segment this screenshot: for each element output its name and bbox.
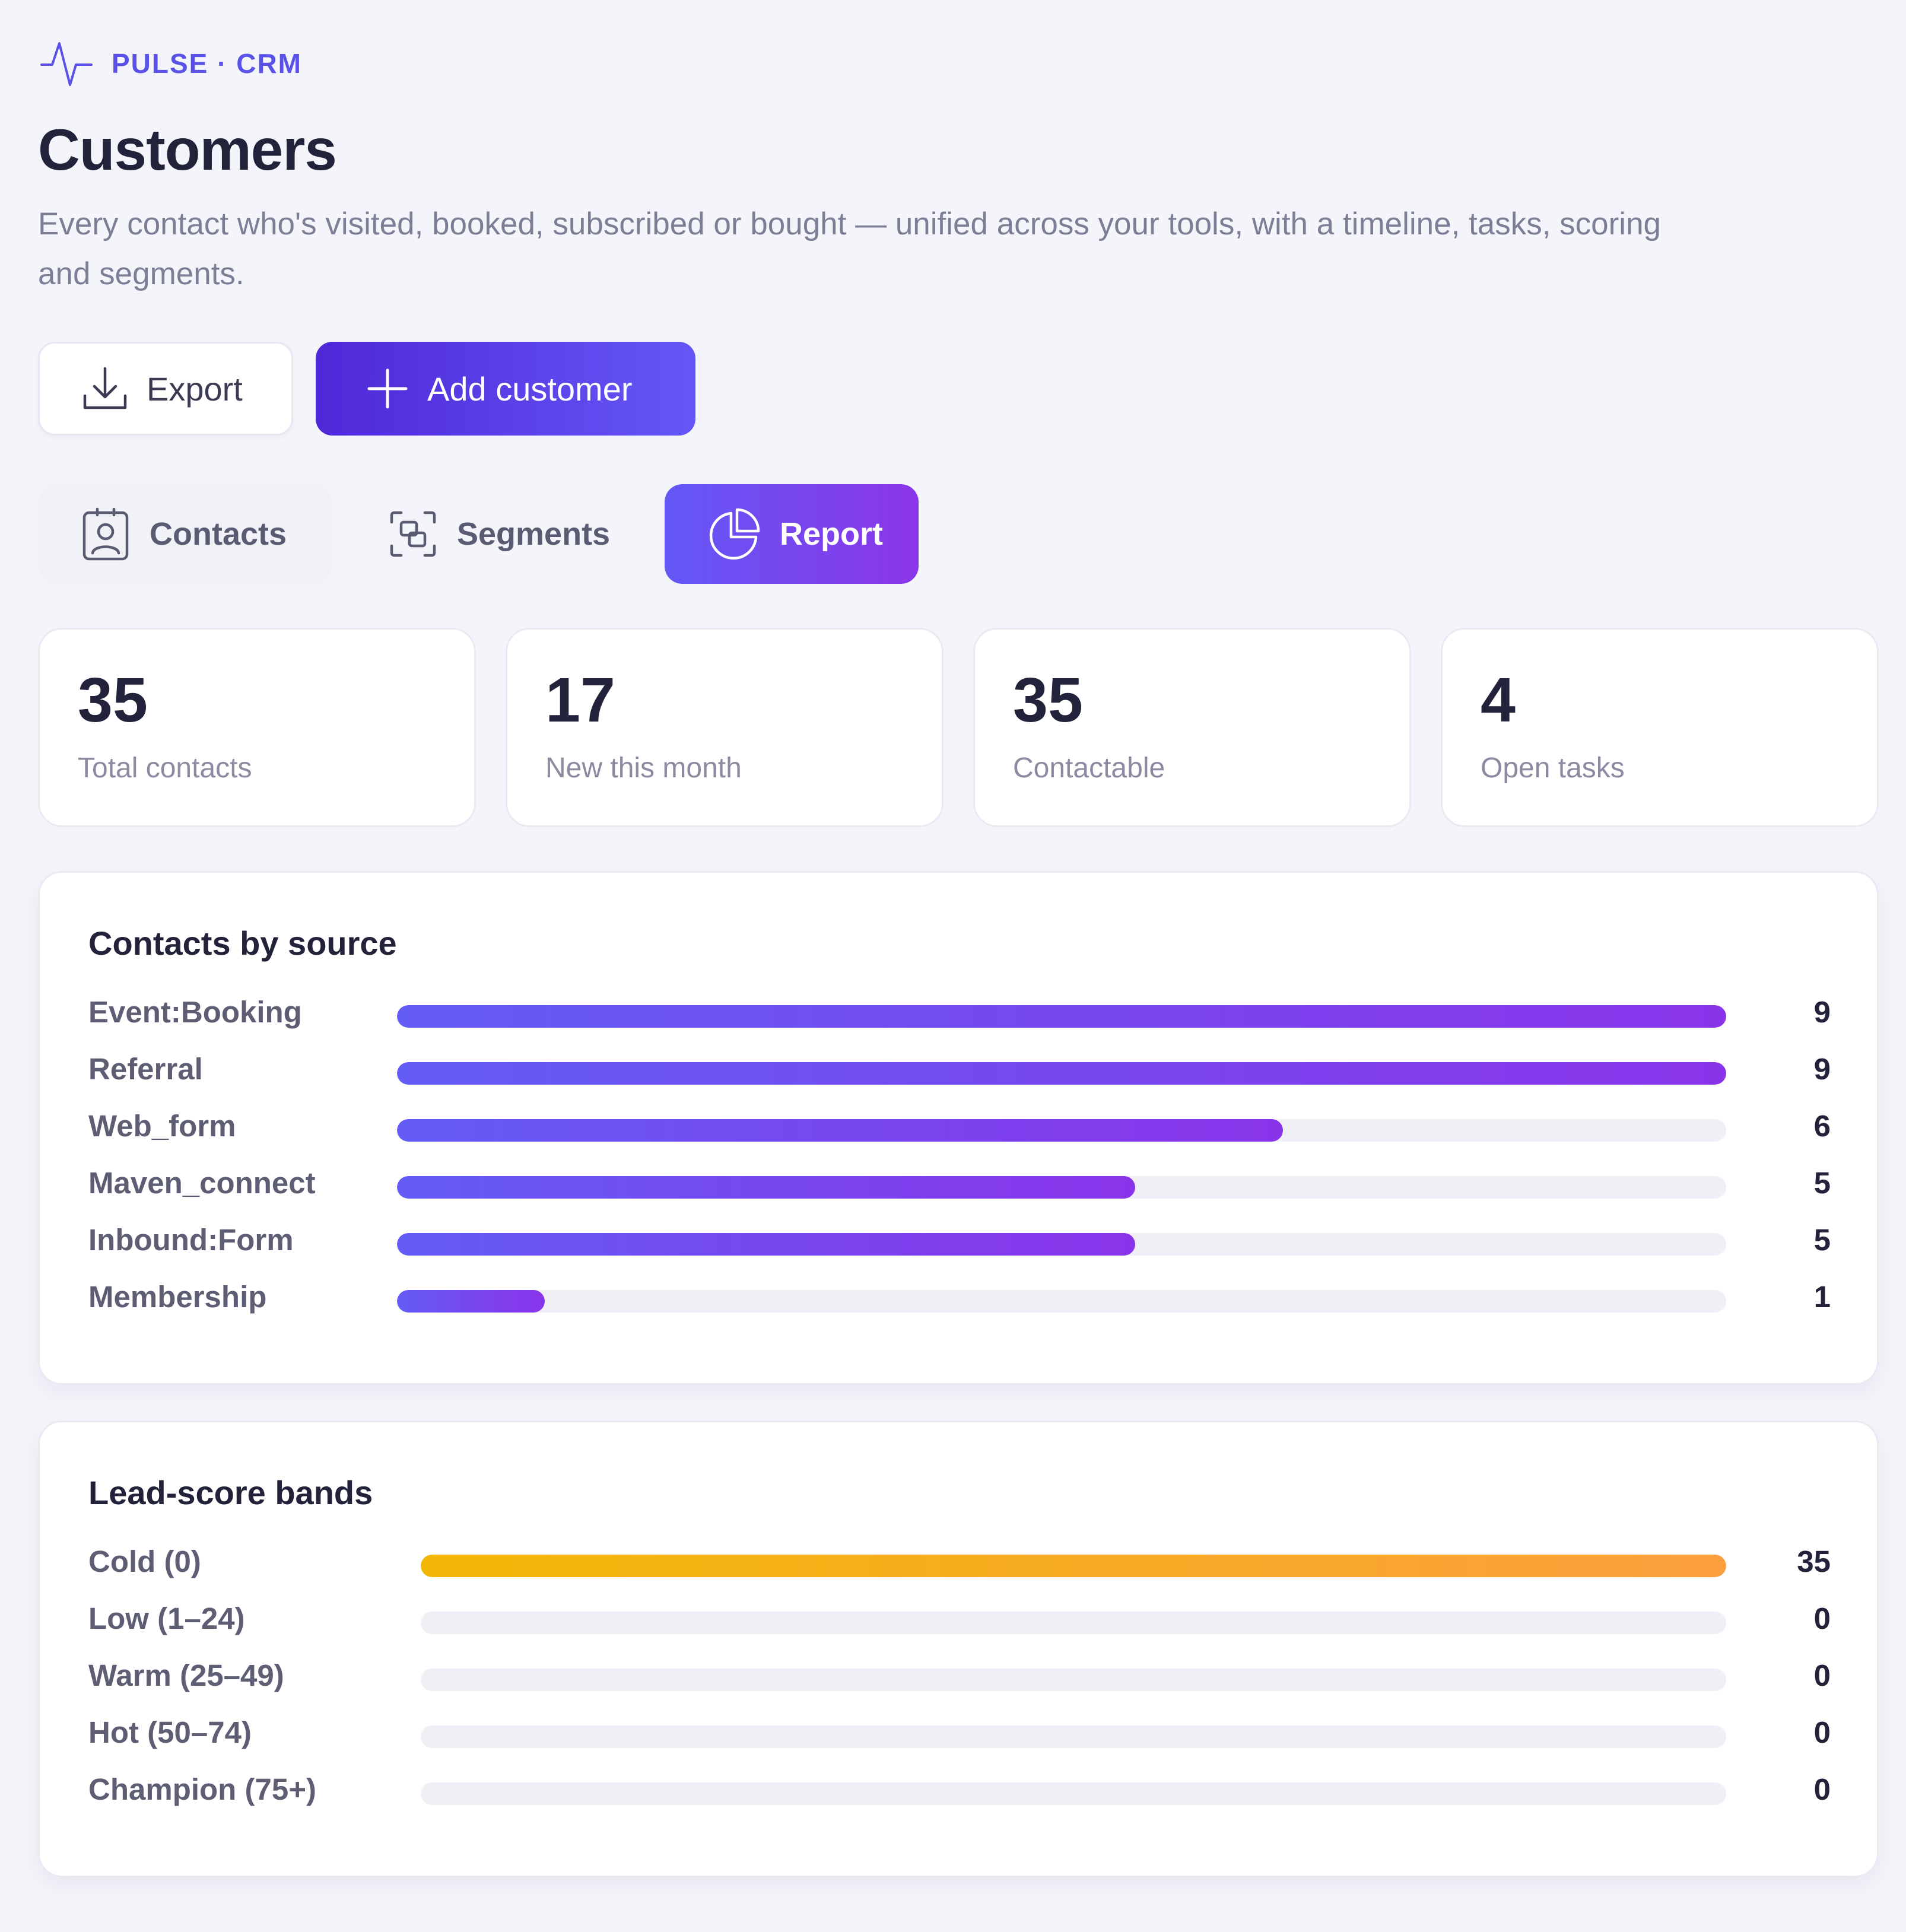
bar-value: 9 [1813,1052,1831,1086]
lead-score-bands-panel: Lead-score bands Cold (0) 35 Low (1–24) 0 Wa… [38,1421,1879,1877]
tab-report-label: Report [780,516,883,552]
bar-value: 0 [1813,1658,1831,1692]
bar-row: Low (1–24) 0 [40,1598,1877,1639]
bar-track [397,1005,1726,1028]
add-customer-button-label: Add customer [427,370,633,408]
brand[interactable]: PULSE · CRM [39,37,302,90]
stat-label: New this month [545,752,742,784]
bar-track [397,1176,1726,1199]
bar-row: Event:Booking 9 [40,992,1877,1033]
bar-row: Inbound:Form 5 [40,1219,1877,1261]
bar-row: Referral 9 [40,1048,1877,1090]
bar-track [421,1782,1726,1805]
bar [397,1119,1284,1142]
bar [397,1290,545,1313]
bar-label: Membership [88,1280,267,1314]
stat-card-new-this-month: 17 New this month [506,628,944,827]
bar-track [397,1233,1726,1256]
tab-contacts[interactable]: Contacts [38,484,332,584]
stat-card-open-tasks: 4 Open tasks [1441,628,1879,827]
bar [421,1555,1726,1577]
bar-value: 0 [1813,1601,1831,1635]
bar-track [397,1119,1726,1142]
lead-score-bands-title: Lead-score bands [88,1474,373,1511]
bar-value: 5 [1813,1166,1831,1200]
stat-label: Contactable [1013,752,1165,784]
tab-segments-label: Segments [457,516,611,552]
bar-value: 0 [1813,1772,1831,1806]
bar [397,1233,1136,1256]
contact-card-icon [82,507,129,561]
stat-value: 17 [545,665,615,735]
brand-name: PULSE · CRM [112,48,302,79]
stat-value: 35 [1013,665,1083,735]
bar-label: Cold (0) [88,1545,201,1578]
bar-row: Cold (0) 35 [40,1541,1877,1583]
bar-value: 1 [1813,1280,1831,1314]
bar-row: Membership 1 [40,1276,1877,1318]
page-title: Customers [38,117,337,182]
bar-track [421,1612,1726,1634]
tab-report[interactable]: Report [665,484,919,584]
tab-contacts-label: Contacts [150,516,287,552]
bar-label: Low (1–24) [88,1601,245,1635]
stat-card-total-contacts: 35 Total contacts [38,628,476,827]
bar [397,1176,1136,1199]
bar-row: Warm (25–49) 0 [40,1655,1877,1696]
pulse-wave-icon [40,42,93,86]
add-customer-button[interactable]: Add customer [316,342,695,436]
stat-value: 35 [78,665,148,735]
pie-chart-icon [709,508,760,560]
stat-value: 4 [1481,665,1516,735]
bar-label: Referral [88,1052,203,1086]
bar-row: Champion (75+) 0 [40,1769,1877,1810]
bar-value: 35 [1797,1545,1831,1578]
bar-label: Web_form [88,1109,236,1143]
bar-value: 5 [1813,1223,1831,1257]
bar-track [421,1669,1726,1691]
plus-icon [367,368,408,409]
bar-label: Inbound:Form [88,1223,294,1257]
download-icon [83,367,127,409]
stat-card-contactable: 35 Contactable [973,628,1411,827]
bar-track [397,1062,1726,1085]
bar-row: Web_form 6 [40,1105,1877,1147]
bar-track [421,1555,1726,1577]
bar-row: Hot (50–74) 0 [40,1712,1877,1753]
bar-value: 6 [1813,1109,1831,1143]
bar-track [397,1290,1726,1313]
bar-value: 9 [1813,995,1831,1029]
bar-row: Maven_connect 5 [40,1162,1877,1204]
bar [397,1062,1726,1085]
bar-label: Champion (75+) [88,1772,316,1806]
bar-track [421,1726,1726,1748]
tab-segments[interactable]: Segments [350,484,635,584]
bar-value: 0 [1813,1715,1831,1749]
bar [397,1005,1726,1028]
export-button-label: Export [147,370,243,408]
export-button[interactable]: Export [38,342,293,436]
stat-label: Total contacts [78,752,252,784]
bar-label: Event:Booking [88,995,302,1029]
contacts-by-source-title: Contacts by source [88,924,397,962]
bar-label: Warm (25–49) [88,1658,284,1692]
stat-label: Open tasks [1481,752,1625,784]
bar-label: Hot (50–74) [88,1715,252,1749]
bar-label: Maven_connect [88,1166,316,1200]
page-subtitle: Every contact who's visited, booked, sub… [38,206,1662,291]
segments-icon [390,511,436,557]
contacts-by-source-panel: Contacts by source Event:Booking 9 Referra… [38,871,1879,1385]
